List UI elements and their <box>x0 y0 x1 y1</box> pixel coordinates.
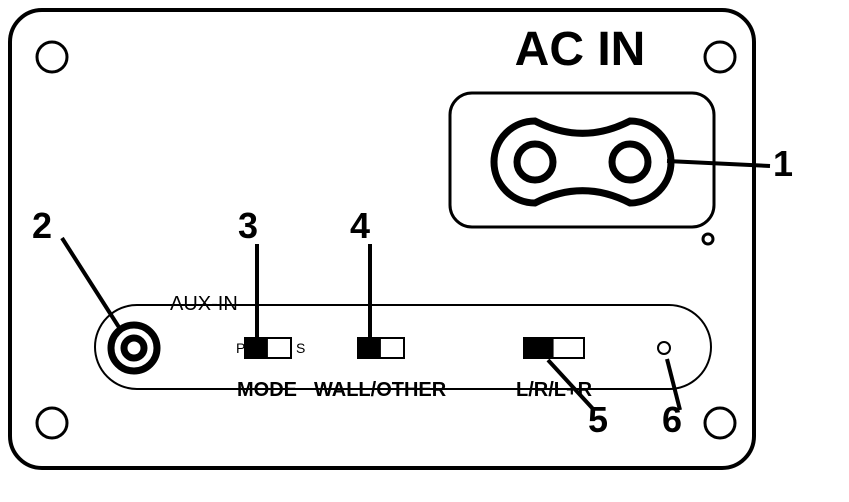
callout-number-4: 4 <box>350 205 370 246</box>
callout-number-3: 3 <box>238 205 258 246</box>
callout-number-6: 6 <box>662 399 682 440</box>
callout-number-1: 1 <box>773 143 793 184</box>
callout-number-5: 5 <box>588 399 608 440</box>
callout-number-2: 2 <box>32 205 52 246</box>
lr-switch-knob <box>525 339 554 357</box>
aux-in-label: AUX-IN <box>170 293 238 315</box>
wall-other-switch-caption: WALL/OTHER <box>314 379 447 401</box>
diagram-stage: AC INAUX-INPSMODEWALL/OTHERL/R/L+R123456 <box>0 0 849 502</box>
mode-switch-right-letter: S <box>296 340 305 356</box>
mode-switch-knob <box>246 339 268 357</box>
mode-switch-left-letter: P <box>236 340 245 356</box>
wall-other-switch-knob <box>359 339 381 357</box>
ac-in-title: AC IN <box>515 23 646 76</box>
mode-switch-caption: MODE <box>237 379 297 401</box>
diagram-svg: AC INAUX-INPSMODEWALL/OTHERL/R/L+R123456 <box>0 0 849 502</box>
